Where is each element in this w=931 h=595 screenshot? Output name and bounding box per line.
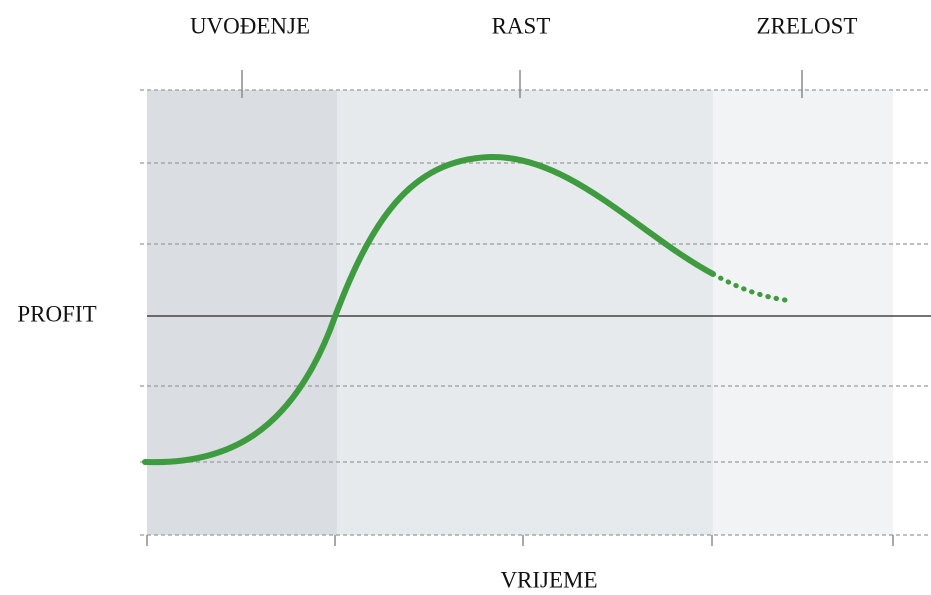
phase-band xyxy=(713,90,893,535)
phase-band xyxy=(147,90,337,535)
phase-label: RAST xyxy=(492,13,551,38)
phase-band xyxy=(337,90,713,535)
bottom-ticks xyxy=(146,535,894,546)
x-axis-label: VRIJEME xyxy=(500,567,597,592)
phase-label: UVOĐENJE xyxy=(190,13,310,38)
profit-curve xyxy=(142,153,716,466)
y-axis-label: PROFIT xyxy=(17,301,96,326)
profit-curve-projection xyxy=(710,271,788,303)
phase-label: ZRELOST xyxy=(757,13,858,38)
top-ticks xyxy=(241,70,803,98)
